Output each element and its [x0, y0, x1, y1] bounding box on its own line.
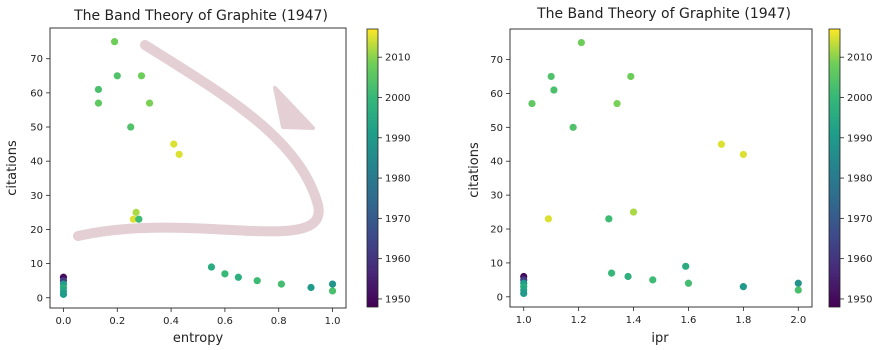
colorbar-tick-label: 1970: [385, 214, 410, 225]
colorbar-tick-label: 2000: [385, 93, 410, 104]
arrowhead-annotation: [273, 86, 315, 130]
x-tick-label: 1.0: [516, 315, 532, 326]
data-point: [94, 85, 103, 94]
x-tick-label: 2.0: [790, 315, 806, 326]
data-point: [175, 150, 183, 158]
y-tick-label: 10: [490, 258, 503, 269]
x-tick-label: 1.2: [571, 315, 587, 326]
x-tick-label: 1.8: [735, 315, 751, 326]
y-tick-label: 70: [490, 55, 503, 66]
chart-ipr: The Band Theory of Graphite (1947) 1.0 1.…: [467, 6, 872, 346]
y-tick-label: 40: [490, 157, 503, 168]
y-tick-label: 0: [37, 293, 43, 304]
data-point: [607, 269, 616, 277]
data-point: [682, 262, 690, 270]
x-tick-label: 1.6: [681, 315, 697, 326]
data-point: [528, 99, 536, 108]
y-axis-label: citations: [467, 142, 482, 198]
colorbar-tick-label: 1950: [385, 294, 410, 305]
colorbar: [828, 28, 841, 308]
data-point: [739, 150, 747, 159]
data-point: [717, 140, 726, 148]
colorbar-tick-label: 2000: [847, 93, 872, 104]
colorbar-tick-label: 2010: [385, 53, 410, 64]
data-point: [94, 99, 103, 107]
data-point: [277, 280, 286, 288]
data-point: [629, 208, 638, 216]
curved-arrow-annotation: [73, 40, 324, 241]
colorbar-tick-label: 1970: [847, 214, 872, 225]
data-point: [127, 123, 135, 131]
chart-title: The Band Theory of Graphite (1947): [536, 6, 791, 22]
x-axis-label: entropy: [173, 331, 224, 346]
x-tick-label: 1.0: [325, 316, 341, 327]
y-tick-label: 70: [30, 54, 43, 65]
data-point: [145, 99, 154, 107]
y-tick-label: 60: [490, 89, 503, 100]
data-point: [569, 123, 577, 131]
colorbar-tick-label: 1990: [385, 133, 410, 144]
data-point: [328, 280, 337, 288]
colorbar-tick-label: 1950: [847, 294, 872, 305]
data-point: [307, 283, 315, 292]
data-point: [739, 283, 747, 291]
data-point: [59, 290, 68, 298]
y-tick-label: 0: [497, 292, 503, 303]
x-tick-label: 1.4: [626, 315, 642, 326]
data-point: [129, 215, 138, 223]
data-point: [794, 279, 802, 287]
colorbar-tick-label: 1980: [847, 174, 872, 185]
data-point: [234, 273, 242, 281]
data-point: [113, 72, 121, 80]
y-tick-label: 20: [490, 225, 503, 236]
data-point: [170, 140, 178, 148]
data-point: [207, 263, 216, 271]
data-point: [328, 287, 337, 295]
x-axis-label: ipr: [651, 331, 669, 346]
data-point: [649, 276, 657, 284]
colorbar-tick-label: 1960: [847, 254, 872, 265]
data-point: [577, 38, 585, 47]
data-point: [794, 286, 802, 294]
data-point: [110, 38, 119, 46]
data-point: [135, 215, 143, 223]
y-tick-label: 50: [490, 123, 503, 134]
x-tick-label: 0.8: [271, 316, 287, 327]
data-point: [520, 289, 528, 298]
colorbar-tick-label: 2010: [847, 53, 872, 64]
data-point: [547, 72, 555, 81]
chart-title: The Band Theory of Graphite (1947): [73, 8, 328, 24]
x-tick-label: 0.6: [217, 316, 233, 327]
data-point: [550, 86, 558, 94]
data-point: [544, 215, 553, 223]
data-point: [627, 72, 635, 81]
data-point: [253, 277, 261, 285]
plot-frame: [49, 27, 347, 309]
colorbar-tick-label: 1990: [847, 133, 872, 144]
data-point: [132, 208, 140, 216]
chart-entropy: The Band Theory of Graphite (1947) 0.0 0.…: [5, 8, 410, 346]
plot-frame: [509, 28, 813, 308]
y-tick-label: 50: [30, 123, 43, 134]
y-tick-label: 60: [30, 88, 43, 99]
x-tick-label: 0.0: [56, 316, 72, 327]
data-point: [684, 279, 693, 287]
colorbar-tick-label: 1960: [385, 254, 410, 265]
data-point: [624, 272, 632, 281]
x-tick-label: 0.4: [163, 316, 179, 327]
colorbar-tick-label: 1980: [385, 174, 410, 185]
y-tick-label: 30: [490, 191, 503, 202]
x-tick-label: 0.2: [109, 316, 125, 327]
y-axis-label: citations: [5, 140, 20, 196]
y-tick-label: 40: [30, 157, 43, 168]
y-tick-label: 20: [30, 225, 43, 236]
data-point: [605, 215, 613, 223]
data-point: [613, 99, 621, 108]
data-point: [137, 72, 146, 80]
y-tick-label: 10: [30, 259, 43, 270]
colorbar: [366, 28, 379, 308]
y-tick-label: 30: [30, 191, 43, 202]
data-point: [221, 270, 229, 278]
